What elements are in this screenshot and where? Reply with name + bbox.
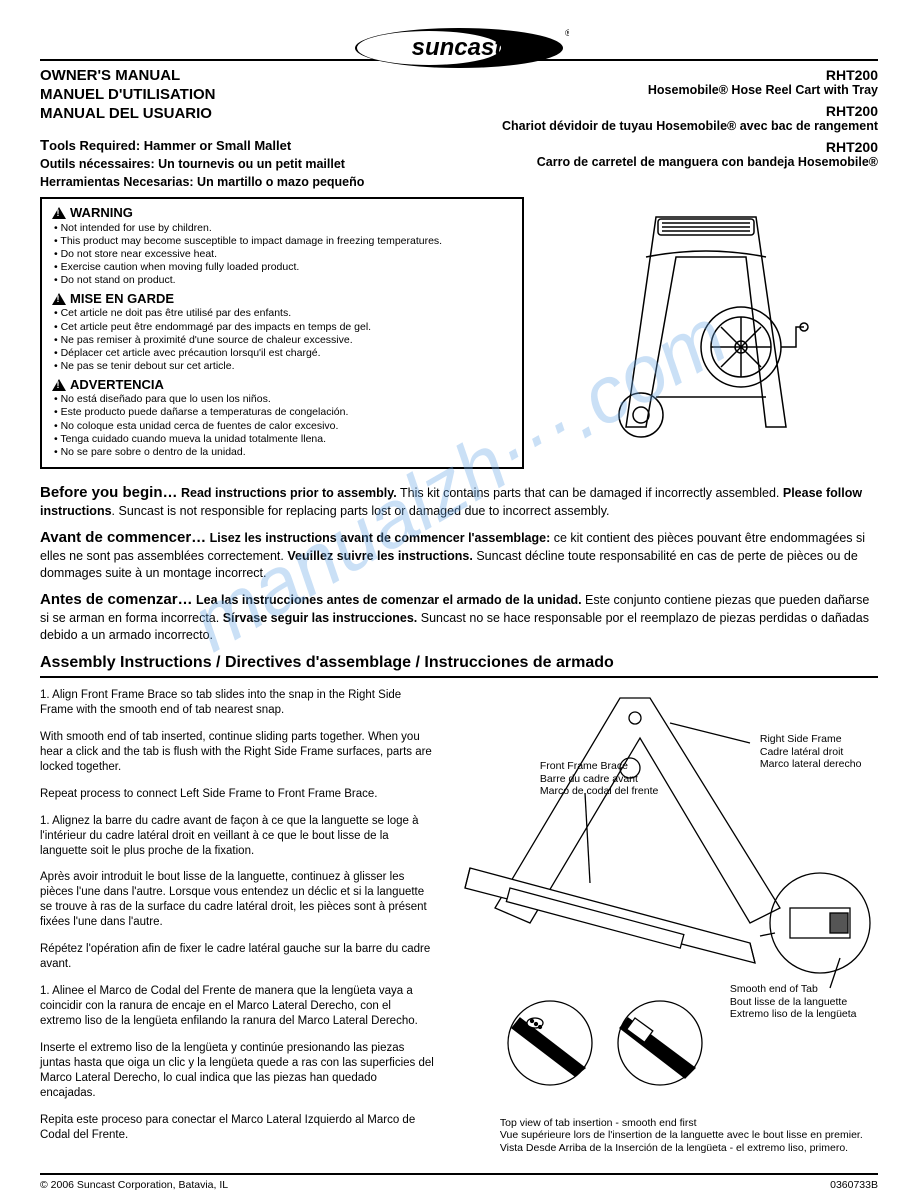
- step1-fr-p3: Répétez l'opération afin de fixer le cad…: [40, 942, 434, 972]
- title-es: MANUAL DEL USUARIO: [40, 105, 425, 124]
- warning-icon: [52, 207, 66, 219]
- svg-text:®: ®: [565, 28, 569, 38]
- label-smooth: Smooth end of TabBout lisse de la langue…: [730, 983, 880, 1021]
- step1-fr-p1: 1. Alignez la barre du cadre avant de fa…: [40, 814, 434, 859]
- model-desc-es: Carro de carretel de manguera con bandej…: [459, 155, 878, 169]
- step1-es-p2: Inserte el extremo liso de la lengüeta y…: [40, 1041, 434, 1101]
- label-rsf: Right Side FrameCadre latéral droitMarco…: [760, 733, 880, 771]
- tools-en: Tools Required: Hammer or Small Mallet: [40, 135, 425, 156]
- warning-box: WARNING Not intended for use by children…: [40, 197, 524, 469]
- warning-list-fr: Cet article ne doit pas être utilisé par…: [54, 307, 512, 373]
- step1-en-p1: 1. Align Front Frame Brace so tab slides…: [40, 688, 434, 718]
- step1-en-p3: Repeat process to connect Left Side Fram…: [40, 787, 434, 802]
- warning-icon: [52, 379, 66, 391]
- footer-copyright: © 2006 Suncast Corporation, Batavia, IL: [40, 1179, 228, 1191]
- label-ffb: Front Frame BraceBarre du cadre avantMar…: [540, 760, 680, 798]
- before-en: Before you begin… Read instructions prio…: [40, 483, 878, 520]
- warning-list-es: No está diseñado para que lo usen los ni…: [54, 393, 512, 459]
- warning-icon: [52, 293, 66, 305]
- title-fr: MANUEL D'UTILISATION: [40, 86, 425, 105]
- model-desc-fr: Chariot dévidoir de tuyau Hosemobile® av…: [459, 119, 878, 133]
- warning-head-fr: MISE EN GARDE: [70, 291, 174, 307]
- product-illustration: [544, 197, 878, 469]
- warning-list-en: Not intended for use by children. This p…: [54, 222, 512, 288]
- model-desc-en: Hosemobile® Hose Reel Cart with Tray: [459, 83, 878, 97]
- before-es: Antes de comenzar… Lea las instrucciones…: [40, 590, 878, 644]
- tools-es: Herramientas Necesarias: Un martillo o m…: [40, 174, 425, 192]
- warning-head-es: ADVERTENCIA: [70, 377, 164, 393]
- model-number-2: RHT200: [459, 103, 878, 119]
- tools-fr: Outils nécessaires: Un tournevis ou un p…: [40, 156, 425, 174]
- footer-docnum: 0360733B: [830, 1179, 878, 1191]
- model-number-3: RHT200: [459, 139, 878, 155]
- assembly-diagram: Right Side FrameCadre latéral droitMarco…: [450, 688, 880, 1155]
- step1-es-p3: Repita este proceso para conectar el Mar…: [40, 1113, 434, 1143]
- label-topview: Top view of tab insertion - smooth end f…: [500, 1117, 870, 1155]
- svg-text:suncast: suncast: [412, 34, 504, 61]
- before-fr: Avant de commencer… Lisez les instructio…: [40, 528, 878, 582]
- warning-head-en: WARNING: [70, 205, 133, 221]
- step1-fr-p2: Après avoir introduit le bout lisse de l…: [40, 870, 434, 930]
- assembly-heading: Assembly Instructions / Directives d'ass…: [40, 654, 878, 678]
- step1-es-p1: 1. Alinee el Marco de Codal del Frente d…: [40, 984, 434, 1029]
- step1-en-p2: With smooth end of tab inserted, continu…: [40, 730, 434, 775]
